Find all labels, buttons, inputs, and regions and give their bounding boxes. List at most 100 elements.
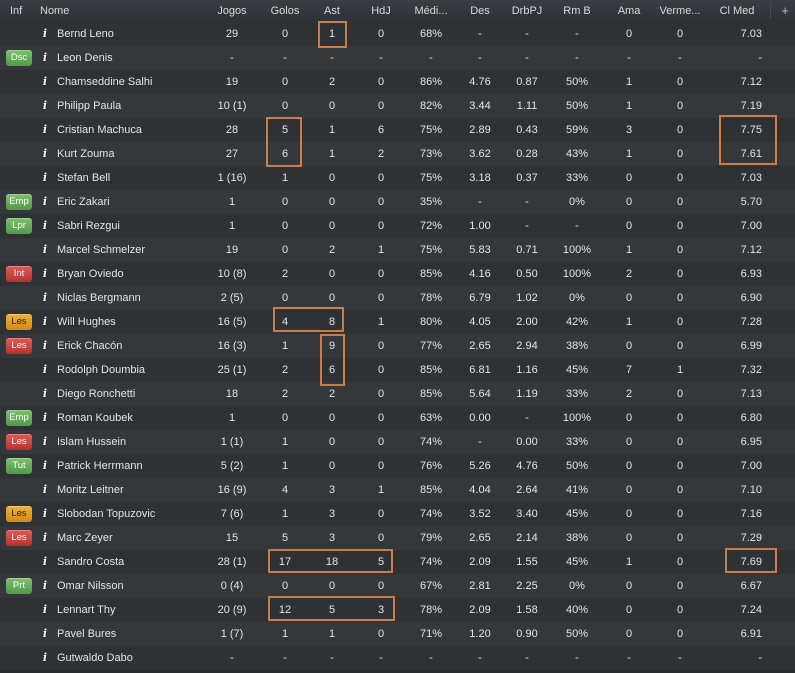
player-name[interactable]: Patrick Herrmann xyxy=(57,460,143,472)
col-header-inf[interactable]: Inf xyxy=(10,5,23,17)
player-name[interactable]: Will Hughes xyxy=(57,316,116,328)
player-name[interactable]: Roman Koubek xyxy=(57,412,133,424)
player-name[interactable]: Bryan Oviedo xyxy=(57,268,124,280)
table-row[interactable]: i Marcel Schmelzer 19 0 2 1 75% 5.83 0.71 100% 1 0 7… xyxy=(0,238,795,262)
info-icon[interactable]: i xyxy=(42,267,48,280)
player-name[interactable]: Niclas Bergmann xyxy=(57,292,141,304)
info-icon[interactable]: i xyxy=(42,363,48,376)
info-icon[interactable]: i xyxy=(42,507,48,520)
info-icon[interactable]: i xyxy=(42,123,48,136)
player-name[interactable]: Marc Zeyer xyxy=(57,532,113,544)
status-badge[interactable]: Lpr xyxy=(6,218,32,234)
player-name[interactable]: Eric Zakari xyxy=(57,196,110,208)
table-row[interactable]: i Lennart Thy 20 (9) 12 5 3 78% 2.09 1.58 40% 0 0 7.… xyxy=(0,598,795,622)
table-row[interactable]: Emp i Eric Zakari 1 0 0 0 35% - - 0% 0 0 5.70 xyxy=(0,190,795,214)
info-icon[interactable]: i xyxy=(42,171,48,184)
status-badge[interactable]: Les xyxy=(6,506,32,522)
status-badge[interactable]: Les xyxy=(6,338,32,354)
player-name[interactable]: Omar Nilsson xyxy=(57,580,124,592)
info-icon[interactable]: i xyxy=(42,483,48,496)
info-icon[interactable]: i xyxy=(42,27,48,40)
player-name[interactable]: Sabri Rezgui xyxy=(57,220,120,232)
info-icon[interactable]: i xyxy=(42,315,48,328)
col-header-nome[interactable]: Nome xyxy=(40,5,70,17)
player-name[interactable]: Leon Denis xyxy=(57,52,113,64)
status-badge[interactable]: Les xyxy=(6,314,32,330)
table-row[interactable]: Les i Marc Zeyer 15 5 3 0 79% 2.65 2.14 38% 0 0 7.29 xyxy=(0,526,795,550)
info-icon[interactable]: i xyxy=(42,627,48,640)
col-header-verm[interactable]: Verme... xyxy=(659,5,701,17)
table-row[interactable]: i Chamseddine Salhi 19 0 2 0 86% 4.76 0.87 50% 1 0 7… xyxy=(0,70,795,94)
col-header-hdj[interactable]: HdJ xyxy=(371,5,391,17)
col-header-drbpj[interactable]: DrbPJ xyxy=(511,5,543,17)
col-header-clmed[interactable]: Cl Med xyxy=(719,5,755,17)
player-name[interactable]: Kurt Zouma xyxy=(57,148,115,160)
col-header-ast[interactable]: Ast xyxy=(324,5,340,17)
col-header-golos[interactable]: Golos xyxy=(270,5,300,17)
player-name[interactable]: Rodolph Doumbia xyxy=(57,364,146,376)
table-row[interactable]: i Philipp Paula 10 (1) 0 0 0 82% 3.44 1.11 50% 1 0 7… xyxy=(0,94,795,118)
player-name[interactable]: Gutwaldo Dabo xyxy=(57,652,133,664)
player-name[interactable]: Chamseddine Salhi xyxy=(57,76,153,88)
status-badge[interactable]: Dsc xyxy=(6,50,32,66)
table-row[interactable]: i Diego Ronchetti 18 2 2 0 85% 5.64 1.19 33% 2 0 7.1… xyxy=(0,382,795,406)
table-row[interactable]: Les i Will Hughes 16 (5) 4 8 1 80% 4.05 2.00 42% 1 0… xyxy=(0,310,795,334)
plus-icon[interactable]: + xyxy=(781,3,789,18)
table-row[interactable]: Dsc i Leon Denis - - - - - - - - - - - xyxy=(0,46,795,70)
col-header-ama[interactable]: Ama xyxy=(617,5,641,17)
status-badge[interactable]: Les xyxy=(6,434,32,450)
info-icon[interactable]: i xyxy=(42,387,48,400)
player-name[interactable]: Stefan Bell xyxy=(57,172,111,184)
info-icon[interactable]: i xyxy=(42,195,48,208)
table-row[interactable]: Les i Erick Chacón 16 (3) 1 9 0 77% 2.65 2.94 38% 0… xyxy=(0,334,795,358)
table-row[interactable]: i Kurt Zouma 27 6 1 2 73% 3.62 0.28 43% 1 0 7.61 xyxy=(0,142,795,166)
player-name[interactable]: Lennart Thy xyxy=(57,604,116,616)
table-row[interactable]: Tut i Patrick Herrmann 5 (2) 1 0 0 76% 5.26 4.76 5… xyxy=(0,454,795,478)
status-badge[interactable]: Les xyxy=(6,530,32,546)
table-row[interactable]: i Rodolph Doumbia 25 (1) 2 6 0 85% 6.81 1.16 45% 7… xyxy=(0,358,795,382)
player-name[interactable]: Philipp Paula xyxy=(57,100,122,112)
player-name[interactable]: Bernd Leno xyxy=(57,28,114,40)
info-icon[interactable]: i xyxy=(42,555,48,568)
info-icon[interactable]: i xyxy=(42,243,48,256)
table-row[interactable]: i Gutwaldo Dabo - - - - - - - - - - - xyxy=(0,646,795,670)
player-name[interactable]: Cristian Machuca xyxy=(57,124,142,136)
info-icon[interactable]: i xyxy=(42,579,48,592)
player-name[interactable]: Slobodan Topuzovic xyxy=(57,508,156,520)
table-row[interactable]: i Moritz Leitner 16 (9) 4 3 1 85% 4.04 2.64 41% 0 0… xyxy=(0,478,795,502)
status-badge[interactable]: Emp xyxy=(6,194,32,210)
col-header-jogos[interactable]: Jogos xyxy=(217,5,247,17)
info-icon[interactable]: i xyxy=(42,411,48,424)
info-icon[interactable]: i xyxy=(42,435,48,448)
table-row[interactable]: Les i Slobodan Topuzovic 7 (6) 1 3 0 74% 3.52 3.4… xyxy=(0,502,795,526)
status-badge[interactable]: Tut xyxy=(6,458,32,474)
info-icon[interactable]: i xyxy=(42,651,48,664)
info-icon[interactable]: i xyxy=(42,99,48,112)
player-name[interactable]: Moritz Leitner xyxy=(57,484,124,496)
info-icon[interactable]: i xyxy=(42,339,48,352)
table-row[interactable]: Les i Islam Hussein 1 (1) 1 0 0 74% - 0.00 33% 0 0 6.… xyxy=(0,430,795,454)
player-name[interactable]: Sandro Costa xyxy=(57,556,125,568)
info-icon[interactable]: i xyxy=(42,219,48,232)
info-icon[interactable]: i xyxy=(42,147,48,160)
info-icon[interactable]: i xyxy=(42,531,48,544)
col-header-des[interactable]: Des xyxy=(470,5,490,17)
player-name[interactable]: Diego Ronchetti xyxy=(57,388,136,400)
info-icon[interactable]: i xyxy=(42,75,48,88)
status-badge[interactable]: Int xyxy=(6,266,32,282)
status-badge[interactable]: Prt xyxy=(6,578,32,594)
player-name[interactable]: Marcel Schmelzer xyxy=(57,244,146,256)
player-name[interactable]: Islam Hussein xyxy=(57,436,127,448)
table-row[interactable]: i Cristian Machuca 28 5 1 6 75% 2.89 0.43 59% 3 0 7.… xyxy=(0,118,795,142)
info-icon[interactable]: i xyxy=(42,603,48,616)
info-icon[interactable]: i xyxy=(42,459,48,472)
table-row[interactable]: i Stefan Bell 1 (16) 1 0 0 75% 3.18 0.37 33% 0 0 7.0… xyxy=(0,166,795,190)
table-row[interactable]: i Bernd Leno 29 0 1 0 68% - - - 0 0 7.03 xyxy=(0,22,795,46)
table-row[interactable]: i Niclas Bergmann 2 (5) 0 0 0 78% 6.79 1.02 0% 0 0 6… xyxy=(0,286,795,310)
table-row[interactable]: Prt i Omar Nilsson 0 (4) 0 0 0 67% 2.81 2.25 0% 0 0 6… xyxy=(0,574,795,598)
player-name[interactable]: Pavel Bures xyxy=(57,628,117,640)
player-name[interactable]: Erick Chacón xyxy=(57,340,123,352)
col-header-rmb[interactable]: Rm B xyxy=(563,5,591,17)
table-row[interactable]: i Pavel Bures 1 (7) 1 1 0 71% 1.20 0.90 50% 0 0 6.91 xyxy=(0,622,795,646)
table-row[interactable]: Lpr i Sabri Rezgui 1 0 0 0 72% 1.00 - - 0 0 7.00 xyxy=(0,214,795,238)
